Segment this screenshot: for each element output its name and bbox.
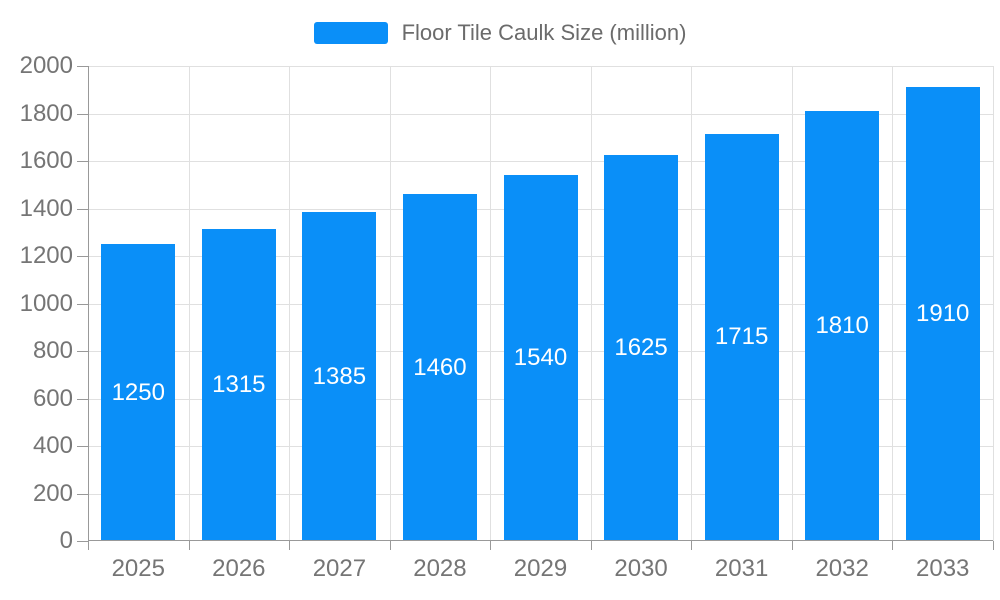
gridline-horizontal [88, 66, 993, 67]
gridline-vertical [791, 66, 793, 541]
bar-2033[interactable]: 1910 [905, 87, 980, 541]
bar-value-label: 1460 [413, 353, 467, 381]
bar-value-label: 1250 [111, 378, 165, 406]
x-axis-tick-label: 2029 [513, 555, 568, 582]
x-axis-tick-label: 2030 [614, 555, 668, 582]
gridline-vertical [993, 66, 994, 541]
y-axis-tick [77, 446, 88, 447]
bar-value-label: 1810 [815, 312, 869, 340]
y-axis-tick-label: 1400 [19, 194, 73, 222]
plot-area: 0 200 400 600 800 1000 1200 1400 1600 1800 2000 125… [20, 54, 994, 582]
gridline-vertical [289, 66, 291, 541]
y-axis-tick [77, 303, 88, 305]
x-axis-tick [892, 541, 894, 550]
y-axis-tick-label: 400 [32, 432, 73, 459]
y-axis-tick [77, 541, 88, 542]
y-axis-tick-label: 1800 [19, 99, 73, 127]
bar-2030[interactable]: 1625 [604, 155, 679, 541]
bar-2026[interactable]: 1315 [201, 228, 276, 541]
y-axis-tick [77, 398, 88, 400]
legend-item[interactable]: Floor Tile Caulk Size (million) [313, 20, 687, 45]
y-axis-tick [77, 351, 88, 352]
x-axis-tick [490, 541, 492, 550]
x-axis-tick [791, 541, 793, 550]
x-axis-tick [590, 541, 592, 550]
bar-2032[interactable]: 1810 [805, 111, 880, 541]
bar-value-label: 1385 [312, 362, 367, 390]
x-axis-tick [993, 541, 994, 550]
legend: Floor Tile Caulk Size (million) [0, 22, 1000, 44]
x-axis-tick-label: 2025 [111, 555, 165, 582]
gridline-vertical [590, 66, 592, 541]
y-axis-tick [77, 161, 88, 162]
legend-swatch [313, 22, 388, 44]
gridline-vertical [691, 66, 693, 541]
y-axis-tick-label: 800 [32, 337, 73, 364]
bar-2025[interactable]: 1250 [101, 244, 176, 541]
x-axis-tick-label: 2032 [815, 555, 869, 582]
x-axis-tick-label: 2028 [413, 555, 467, 582]
x-axis-tick-label: 2026 [212, 555, 266, 582]
bar-2027[interactable]: 1385 [302, 212, 377, 541]
y-axis-tick [77, 208, 88, 210]
x-axis-tick-label: 2027 [312, 555, 367, 582]
y-axis-tick-label: 200 [32, 479, 73, 507]
y-axis-tick-label: 1000 [19, 289, 73, 317]
x-axis-tick [691, 541, 693, 550]
gridline-vertical [389, 66, 391, 541]
gridline-horizontal [88, 161, 993, 162]
y-axis-tick [77, 66, 88, 67]
gridline-vertical [188, 66, 190, 541]
x-axis-tick-label: 2033 [916, 555, 970, 582]
y-axis-tick-label: 0 [59, 527, 73, 554]
y-axis-line [88, 66, 89, 541]
bar-value-label: 1910 [916, 300, 970, 328]
bar-2029[interactable]: 1540 [503, 175, 578, 541]
x-axis-tick [389, 541, 391, 550]
bar-value-label: 1315 [212, 370, 266, 398]
y-axis-tick [77, 493, 88, 495]
x-axis-tick-label: 2031 [714, 555, 769, 582]
y-axis-tick [77, 256, 88, 257]
bar-value-label: 1625 [614, 334, 668, 362]
bar-2031[interactable]: 1715 [704, 133, 779, 541]
x-axis-tick [289, 541, 291, 550]
gridline-vertical [892, 66, 894, 541]
y-axis-tick-label: 1200 [19, 242, 73, 269]
bar-value-label: 1540 [513, 344, 568, 372]
x-axis-tick [88, 541, 89, 550]
x-axis-tick [188, 541, 190, 550]
y-axis-tick-label: 1600 [19, 147, 73, 174]
legend-label: Floor Tile Caulk Size (million) [401, 20, 687, 45]
y-axis-tick-label: 2000 [19, 52, 73, 79]
x-axis-line [88, 540, 993, 541]
gridline-horizontal [88, 113, 993, 115]
gridline-vertical [490, 66, 492, 541]
y-axis-tick-label: 600 [32, 384, 73, 412]
bar-2028[interactable]: 1460 [402, 194, 477, 541]
bar-value-label: 1715 [714, 323, 769, 351]
y-axis-tick [77, 113, 88, 115]
